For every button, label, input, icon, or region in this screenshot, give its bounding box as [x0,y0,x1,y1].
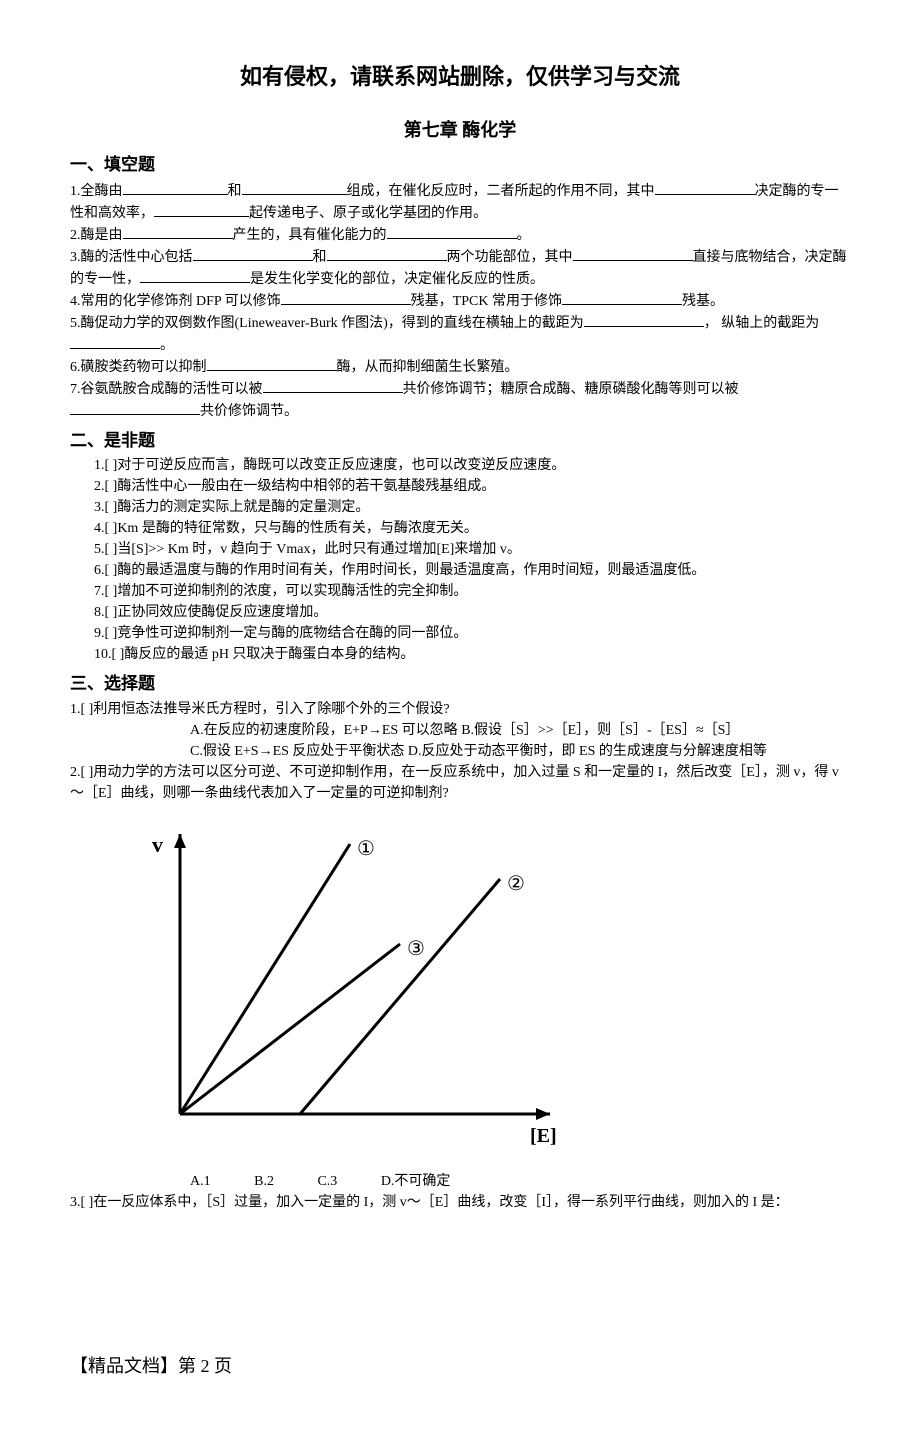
blank [140,268,250,283]
svg-text:②: ② [507,873,525,895]
tf-item: 10.[ ]酶反应的最适 pH 只取决于酶蛋白本身的结构。 [70,644,850,665]
fill-item: 5.酶促动力学的双倒数作图(Lineweaver-Burk 作图法)，得到的直线… [70,312,850,356]
kinetics-chart: v [E] ① ② ③ [130,814,850,1161]
true-false-list: 1.[ ]对于可逆反应而言，酶既可以改变正反应速度，也可以改变逆反应速度。2.[… [70,455,850,665]
tf-item: 5.[ ]当[S]>> Km 时，v 趋向于 Vmax，此时只有通过增加[E]来… [70,539,850,560]
tf-item: 4.[ ]Km 是酶的特征常数，只与酶的性质有关，与酶浓度无关。 [70,518,850,539]
blank [327,246,447,261]
mc-q1-stem: 1.[ ]利用恒态法推导米氏方程时，引入了除哪个外的三个假设? [70,699,850,720]
blank [193,246,313,261]
blank [263,378,403,393]
section-fill-heading: 一、填空题 [70,152,850,178]
blank [387,224,517,239]
blank [281,290,411,305]
svg-text:[E]: [E] [530,1125,557,1147]
mc-q3-stem: 3.[ ]在一反应体系中，［S］过量，加入一定量的 I，测 v～［E］曲线，改变… [70,1192,850,1213]
tf-item: 6.[ ]酶的最适温度与酶的作用时间有关，作用时间长，则最适温度高，作用时间短，… [70,560,850,581]
blank [70,334,160,349]
mc-q1-opt-c: C.假设 E+S→ES 反应处于平衡状态 [190,744,404,759]
blank [242,180,347,195]
blank [655,180,755,195]
fill-item: 4.常用的化学修饰剂 DFP 可以修饰残基，TPCK 常用于修饰残基。 [70,290,850,312]
mc-q1-options-row2: C.假设 E+S→ES 反应处于平衡状态 D.反应处于动态平衡时，即 ES 的生… [70,741,850,762]
blank [123,180,228,195]
blank [573,246,693,261]
mc-q1-opt-b: B.假设［S］>>［E］，则［S］-［ES］≈［S］ [461,723,739,738]
mc-q2-options: A.1 B.2 C.3 D.不可确定 [70,1171,850,1192]
mc-q2-opt-a: A.1 [190,1171,211,1192]
svg-text:①: ① [357,838,375,860]
blank [584,312,704,327]
tf-item: 9.[ ]竞争性可逆抑制剂一定与酶的底物结合在酶的同一部位。 [70,623,850,644]
fill-item: 6.磺胺类药物可以抑制酶，从而抑制细菌生长繁殖。 [70,356,850,378]
mc-q2-opt-b: B.2 [254,1171,274,1192]
mc-q1-opt-a: A.在反应的初速度阶段，E+P→ES 可以忽略 [190,723,458,738]
chapter-title: 第七章 酶化学 [70,117,850,144]
tf-item: 7.[ ]增加不可逆抑制剂的浓度，可以实现酶活性的完全抑制。 [70,581,850,602]
blank [154,202,249,217]
blank [123,224,233,239]
tf-item: 1.[ ]对于可逆反应而言，酶既可以改变正反应速度，也可以改变逆反应速度。 [70,455,850,476]
mc-q1-options-row1: A.在反应的初速度阶段，E+P→ES 可以忽略 B.假设［S］>>［E］，则［S… [70,720,850,741]
blank [70,400,200,415]
fill-item: 1.全酶由和组成，在催化反应时，二者所起的作用不同，其中决定酶的专一性和高效率，… [70,180,850,224]
mc-q1-opt-d: D.反应处于动态平衡时，即 ES 的生成速度与分解速度相等 [408,744,767,759]
blank [207,356,337,371]
svg-text:v: v [152,832,163,857]
fill-item: 2.酶是由产生的，具有催化能力的。 [70,224,850,246]
top-notice: 如有侵权，请联系网站删除，仅供学习与交流 [70,60,850,93]
fill-blank-list: 1.全酶由和组成，在催化反应时，二者所起的作用不同，其中决定酶的专一性和高效率，… [70,180,850,422]
tf-item: 2.[ ]酶活性中心一般由在一级结构中相邻的若干氨基酸残基组成。 [70,476,850,497]
section-mc-heading: 三、选择题 [70,671,850,697]
section-tf-heading: 二、是非题 [70,428,850,454]
fill-item: 7.谷氨酰胺合成酶的活性可以被共价修饰调节；糖原合成酶、糖原磷酸化酶等则可以被共… [70,378,850,422]
mc-q2-opt-d: D.不可确定 [381,1171,451,1192]
tf-item: 3.[ ]酶活力的测定实际上就是酶的定量测定。 [70,497,850,518]
page-footer: 【精品文档】第 2 页 [70,1353,850,1380]
tf-item: 8.[ ]正协同效应使酶促反应速度增加。 [70,602,850,623]
mc-q2-opt-c: C.3 [317,1171,337,1192]
fill-item: 3.酶的活性中心包括和两个功能部位，其中直接与底物结合，决定酶的专一性，是发生化… [70,246,850,290]
mc-q2-stem: 2.[ ]用动力学的方法可以区分可逆、不可逆抑制作用，在一反应系统中，加入过量 … [70,762,850,804]
blank [562,290,682,305]
svg-text:③: ③ [407,938,425,960]
